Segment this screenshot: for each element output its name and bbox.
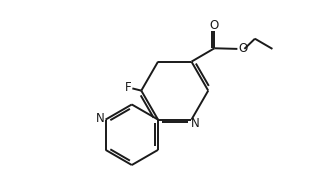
Text: F: F [125,81,131,94]
Text: N: N [96,112,104,125]
Text: O: O [238,42,248,55]
Text: N: N [191,117,200,130]
Text: O: O [210,19,219,32]
